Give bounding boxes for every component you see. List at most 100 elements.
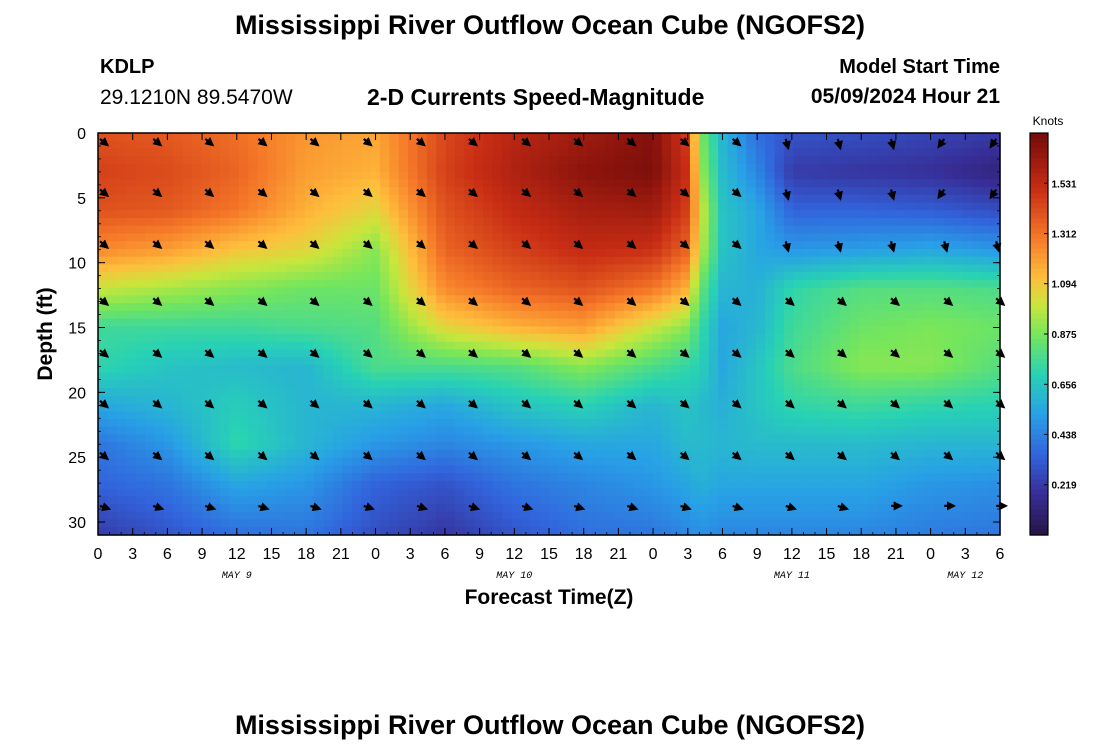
heatmap-cell [783,163,794,173]
heatmap-cell [116,519,127,528]
heatmap-cell [332,411,343,420]
heatmap-cell [906,171,917,180]
heatmap-cell [379,303,390,312]
heatmap-cell [962,264,973,273]
heatmap-cell [586,457,597,467]
heatmap-cell [924,279,935,289]
heatmap-cell [511,310,522,320]
heatmap-cell [530,279,541,289]
heatmap-cell [116,179,127,188]
heatmap-cell [539,264,550,273]
heatmap-cell [821,272,832,281]
heatmap-cell [210,403,221,412]
heatmap-cell [595,248,606,258]
heatmap-cell [426,171,437,180]
heatmap-cell [323,187,334,196]
heatmap-cell [370,140,381,150]
heatmap-cell [783,279,794,289]
heatmap-cell [971,318,982,327]
heatmap-cell [126,140,137,150]
heatmap-cell [144,218,155,227]
heatmap-cell [436,187,447,196]
heatmap-cell [727,527,738,536]
heatmap-cell [774,279,785,289]
heatmap-cell [502,148,513,157]
heatmap-cell [689,519,700,528]
heatmap-cell [567,326,578,335]
heatmap-cell [586,225,597,235]
heatmap-cell [426,241,437,250]
heatmap-cell [389,256,400,266]
heatmap-cell [530,357,541,366]
heatmap-cell [285,295,296,304]
heatmap-cell [671,364,682,374]
heatmap-cell [934,395,945,405]
heatmap-cell [304,488,315,497]
heatmap-cell [530,527,541,536]
station-coordinates: 29.1210N 89.5470W [100,86,293,109]
heatmap-cell [765,480,776,490]
heatmap-cell [915,372,926,381]
heatmap-cell [868,163,879,173]
heatmap-cell [605,187,616,196]
heatmap-cell [191,480,202,490]
heatmap-cell [962,233,973,242]
heatmap-cell [915,434,926,443]
heatmap-cell [210,411,221,420]
heatmap-cell [915,318,926,327]
heatmap-cell [943,511,954,521]
heatmap-cell [633,225,644,235]
heatmap-cell [483,480,494,490]
heatmap-cell [135,488,146,497]
heatmap-cell [821,295,832,304]
heatmap-cell [624,218,635,227]
heatmap-cell [182,488,193,497]
heatmap-cell [492,194,503,204]
heatmap-cell [774,248,785,258]
heatmap-cell [126,357,137,366]
heatmap-cell [191,473,202,482]
heatmap-cell [953,187,964,196]
heatmap-cell [746,248,757,258]
heatmap-cell [126,202,137,211]
heatmap-cell [163,465,174,474]
heatmap-cell [135,403,146,412]
heatmap-cell [924,225,935,235]
heatmap-cell [633,218,644,227]
heatmap-cell [746,380,757,389]
heatmap-cell [605,426,616,436]
heatmap-cell [549,194,559,204]
heatmap-cell [323,225,334,235]
heatmap-cell [502,480,513,490]
heatmap-cell [201,248,212,258]
heatmap-cell [248,349,259,358]
heatmap-cell [389,264,400,273]
heatmap-cell [511,233,522,242]
heatmap-cell [191,133,202,142]
heatmap-cell [154,279,165,289]
heatmap-cell [98,163,108,173]
heatmap-cell [577,163,588,173]
heatmap-cell [191,411,202,420]
heatmap-cell [201,148,212,157]
heatmap-cell [934,295,945,304]
heatmap-cell [417,156,428,165]
heatmap-cell [436,473,447,482]
heatmap-cell [652,380,663,389]
heatmap-cell [483,310,494,320]
heatmap-cell [595,233,606,242]
heatmap-cell [314,133,325,142]
heatmap-cell [361,380,372,389]
heatmap-cell [398,357,409,366]
heatmap-cell [708,295,719,304]
heatmap-cell [267,140,278,150]
heatmap-cell [718,372,729,381]
heatmap-cell [661,256,672,266]
heatmap-cell [520,388,531,397]
heatmap-cell [144,372,155,381]
heatmap-cell [549,496,559,505]
heatmap-cell [276,326,287,335]
heatmap-cell [971,248,982,258]
heatmap-cell [314,303,325,312]
heatmap-cell [915,419,926,428]
